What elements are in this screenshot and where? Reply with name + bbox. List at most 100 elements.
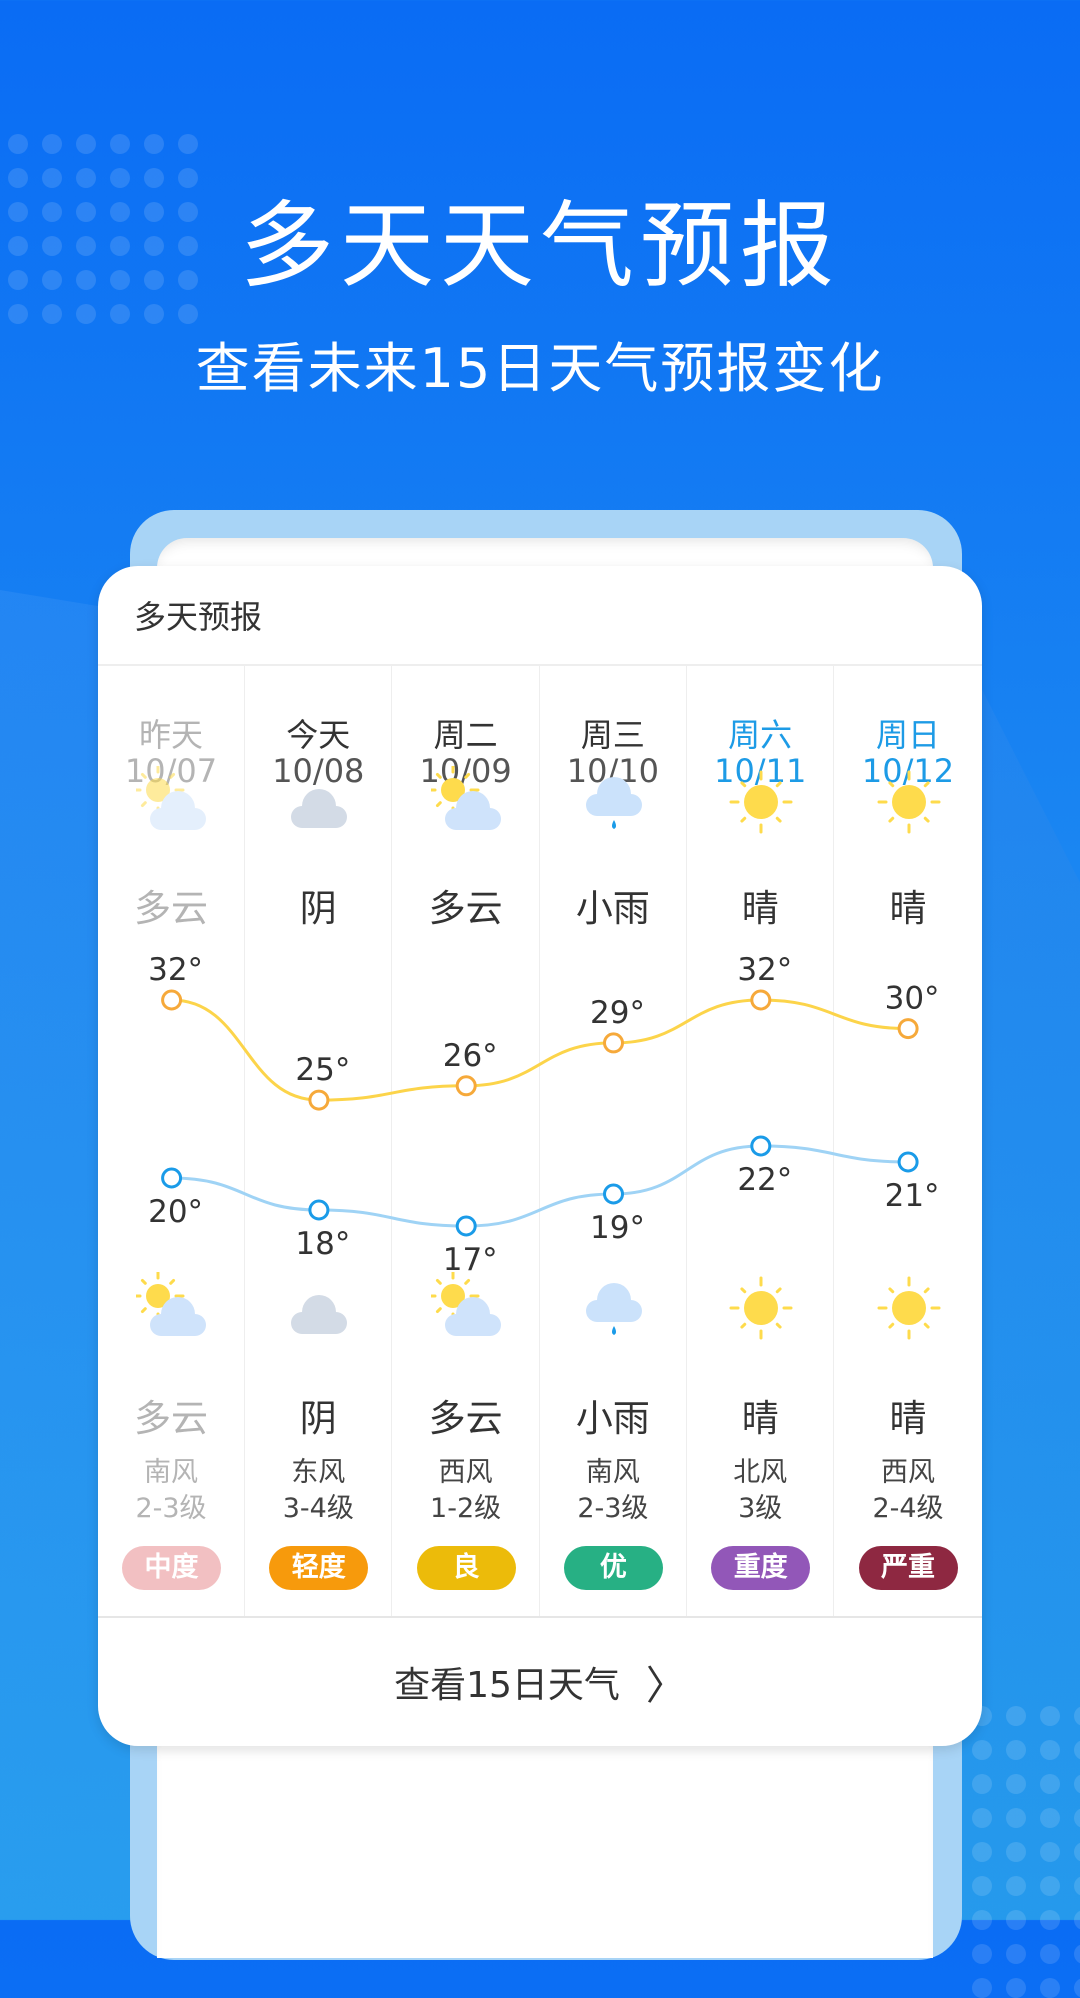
- dot: [76, 202, 96, 222]
- dot: [1040, 1740, 1060, 1760]
- wind-level: 3-4级: [282, 1493, 354, 1524]
- night-condition: 小雨: [575, 1397, 650, 1440]
- date-label: 10/09: [419, 752, 512, 790]
- dot: [8, 304, 28, 324]
- dot: [972, 1910, 992, 1930]
- dot: [76, 236, 96, 256]
- day-column[interactable]: 周三 10/10 小雨 小雨 南风 2-3级 优: [540, 666, 687, 1616]
- day-label: 昨天: [138, 716, 203, 754]
- dot: [972, 1740, 992, 1760]
- partly-cloudy-icon: [426, 1269, 503, 1344]
- wind-direction: 西风: [438, 1457, 493, 1488]
- dot: [42, 202, 62, 222]
- divider: [98, 664, 982, 666]
- dot: [144, 134, 164, 154]
- wind-level: 2-3级: [577, 1493, 649, 1524]
- dot: [144, 168, 164, 188]
- dot: [42, 304, 62, 324]
- headline: 多天天气预报: [239, 192, 840, 301]
- dot: [178, 270, 198, 290]
- dot: [110, 134, 130, 154]
- aqi-badge: 重度: [711, 1546, 811, 1590]
- wind-direction: 北风: [733, 1457, 788, 1488]
- dot: [1074, 1978, 1080, 1998]
- dot: [42, 236, 62, 256]
- wind-level: 2-4级: [872, 1493, 944, 1524]
- dot: [178, 202, 198, 222]
- dot: [1040, 1978, 1060, 1998]
- dot: [1040, 1876, 1060, 1896]
- dot: [110, 168, 130, 188]
- dot: [1074, 1944, 1080, 1964]
- footer-label: 查看15日天气: [394, 1665, 620, 1706]
- dot: [972, 1944, 992, 1964]
- date-label: 10/07: [124, 752, 218, 790]
- wind-direction: 西风: [881, 1457, 935, 1488]
- overcast-icon: [283, 766, 355, 838]
- dot: [110, 270, 130, 290]
- wind-level: 2-3级: [135, 1493, 207, 1524]
- dot: [144, 304, 164, 324]
- day-condition: 小雨: [575, 887, 650, 930]
- day-label: 周三: [580, 716, 645, 754]
- sunny-icon: [725, 766, 797, 838]
- aqi-badge: 中度: [122, 1546, 221, 1590]
- dot: [76, 168, 96, 188]
- dot: [972, 1978, 992, 1998]
- dot: [972, 1876, 992, 1896]
- dot: [144, 202, 164, 222]
- dot: [1006, 1978, 1026, 1998]
- dot: [42, 134, 62, 154]
- night-condition: 多云: [134, 1397, 208, 1440]
- day-condition: 多云: [134, 887, 208, 930]
- dot: [1074, 1740, 1080, 1760]
- aqi-badge: 优: [563, 1546, 663, 1590]
- day-column[interactable]: 今天 10/08 阴 阴 东风 3-4级 轻度: [245, 666, 393, 1616]
- night-condition: 晴: [889, 1397, 927, 1440]
- sunny-icon: [873, 766, 945, 838]
- dot: [972, 1774, 992, 1794]
- dot: [1074, 1876, 1080, 1896]
- dot: [1040, 1910, 1060, 1930]
- dot: [76, 134, 96, 154]
- day-column[interactable]: 周二 10/09 多云 多云 西风 1-2级 良: [393, 666, 540, 1616]
- dot: [8, 236, 28, 256]
- day-label: 今天: [286, 716, 351, 754]
- day-label: 周六: [728, 716, 793, 754]
- dot: [1006, 1876, 1026, 1896]
- dot: [76, 270, 96, 290]
- card-title: 多天预报: [134, 598, 263, 636]
- dot: [110, 236, 130, 256]
- dot: [42, 270, 62, 290]
- subheadline: 查看未来15日天气预报变化: [195, 337, 885, 400]
- chevron-right-icon: 〉: [645, 1663, 686, 1709]
- day-column[interactable]: 周六 10/11 晴 晴 北风 3级 重度: [687, 666, 835, 1616]
- day-condition: 晴: [741, 887, 779, 930]
- dot: [1074, 1808, 1080, 1828]
- dot: [144, 236, 164, 256]
- decorative-dots: [8, 134, 198, 324]
- aqi-badge: 严重: [858, 1546, 958, 1590]
- view-15-day-button[interactable]: 查看15日天气 〉: [98, 1616, 982, 1746]
- dot: [1040, 1842, 1060, 1862]
- dot: [1040, 1774, 1060, 1794]
- dot: [972, 1842, 992, 1862]
- wind-direction: 南风: [144, 1457, 198, 1488]
- dot: [1074, 1910, 1080, 1930]
- dot: [110, 304, 130, 324]
- forecast-card: 多天预报 昨天 10/07 多云 多云 南风 2-3级 中度 今天 10/08 …: [98, 566, 982, 1746]
- wind-direction: 东风: [291, 1457, 346, 1488]
- sunny-icon: [725, 1272, 797, 1344]
- dot: [8, 270, 28, 290]
- overcast-icon: [283, 1272, 355, 1344]
- day-column[interactable]: 周日 10/12 晴 晴 西风 2-4级 严重: [835, 666, 982, 1616]
- day-column[interactable]: 昨天 10/07 多云 多云 南风 2-3级 中度: [98, 666, 245, 1616]
- aqi-badge: 轻度: [269, 1546, 369, 1590]
- light-rain-icon: [578, 1272, 650, 1344]
- dot: [110, 202, 130, 222]
- day-condition: 多云: [428, 887, 503, 930]
- dot: [1074, 1842, 1080, 1862]
- wind-level: 3级: [738, 1493, 783, 1524]
- aqi-badge: 良: [416, 1546, 516, 1590]
- night-condition: 晴: [741, 1397, 779, 1440]
